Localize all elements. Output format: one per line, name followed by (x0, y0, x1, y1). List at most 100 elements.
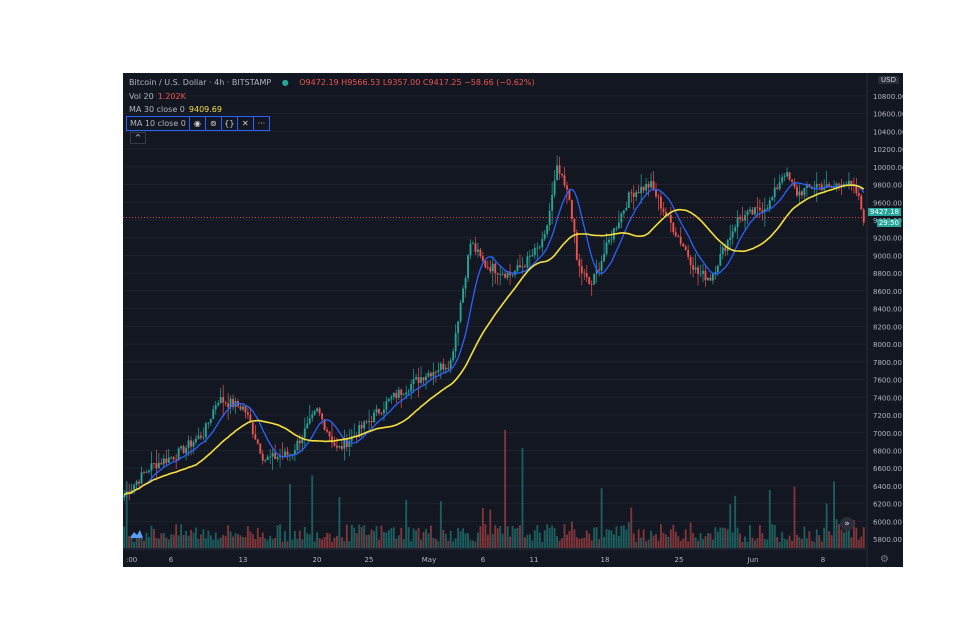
volume-bar (274, 537, 277, 548)
volume-bar (128, 536, 131, 548)
candle-body (583, 272, 586, 274)
candle-body (595, 269, 598, 274)
candle-body (177, 448, 180, 460)
candle-body (464, 278, 467, 289)
scroll-right-icon[interactable]: » (840, 517, 854, 531)
volume-bar (449, 530, 452, 548)
tradingview-logo[interactable] (129, 528, 144, 540)
volume-bar (729, 504, 732, 548)
candle-body (558, 165, 561, 174)
candle-body (791, 179, 793, 182)
currency-badge[interactable]: USD (878, 76, 899, 84)
volume-bar (575, 537, 578, 548)
volume-bar (620, 525, 623, 548)
ma30-line (123, 184, 865, 496)
eye-icon[interactable]: ◉ (188, 117, 205, 130)
code-icon[interactable]: {} (220, 117, 237, 130)
volume-bar (499, 526, 502, 548)
volume-bar (222, 534, 225, 548)
candle-body (150, 463, 153, 471)
candle-body (862, 209, 865, 223)
candle-body (845, 184, 848, 185)
volume-bar (185, 530, 188, 548)
candle-body (815, 184, 818, 188)
price-chart[interactable]: 10800.00 10600.00 10400.00 10200.00 10000.00… (123, 73, 903, 567)
close-icon[interactable]: ✕ (236, 117, 253, 130)
candle-body (199, 435, 202, 438)
candle-body (170, 457, 173, 458)
x-tick-label: May (422, 556, 436, 564)
volume-bar (749, 524, 751, 548)
x-tick-label: 8 (821, 556, 825, 564)
candle-body (570, 199, 573, 219)
candle-body (219, 397, 222, 403)
candle-body (541, 239, 544, 248)
candle-body (536, 247, 539, 249)
volume-bar (845, 527, 848, 548)
candle-body (664, 211, 667, 216)
candle-body (311, 414, 314, 419)
candle-body (197, 435, 200, 439)
candle-body (442, 363, 445, 370)
volume-bar (157, 538, 160, 548)
x-tick-label: Jun (747, 556, 759, 564)
volume-bar (284, 531, 286, 548)
candle-body (699, 273, 702, 275)
volume-bar (140, 536, 143, 548)
candle-body (145, 472, 148, 473)
more-icon[interactable]: ··· (252, 117, 269, 130)
volume-bar (138, 532, 141, 548)
volume-bar (800, 539, 803, 548)
candle-body (264, 460, 267, 461)
candle-body (138, 481, 141, 484)
gear-icon[interactable]: ⚙ (880, 554, 889, 565)
volume-bar (815, 529, 818, 548)
volume-bar (420, 539, 422, 548)
volume-bar (491, 533, 494, 548)
volume-bar (462, 528, 465, 548)
volume-bar (326, 532, 328, 548)
volume-bar (514, 528, 516, 548)
candle-body (763, 209, 766, 213)
candle-body (860, 195, 863, 210)
volume-bar (664, 534, 667, 548)
volume-bar (484, 524, 487, 548)
volume-bar (697, 540, 699, 548)
volume-bar (526, 534, 529, 548)
settings-icon[interactable]: ⊚ (204, 117, 221, 130)
volume-bar (454, 538, 457, 548)
volume-bar (667, 536, 670, 548)
volume-bar (627, 522, 630, 548)
candle-body (590, 284, 593, 285)
volume-bar (857, 539, 860, 548)
volume-bar (669, 529, 672, 548)
y-tick-label: 9600.00 (873, 199, 902, 207)
volume-bar (813, 541, 816, 548)
volume-bar (741, 541, 744, 548)
candle-body (605, 242, 608, 254)
candle-body (175, 459, 178, 461)
volume-bar (464, 533, 467, 548)
volume-bar (447, 540, 450, 548)
volume-bar (246, 526, 249, 548)
volume-bar (642, 529, 645, 548)
candle-body (684, 246, 687, 251)
chevron-up-icon[interactable]: ^ (130, 132, 146, 144)
candle-body (491, 263, 494, 272)
candle-body (519, 265, 521, 268)
volume-bar (123, 526, 126, 548)
candle-body (336, 445, 338, 448)
volume-bar (699, 532, 702, 548)
candle-body (781, 177, 784, 183)
ma10-legend[interactable]: MA 10 close 0 ◉ ⊚ {} ✕ ··· (126, 116, 270, 131)
volume-bar (422, 531, 425, 548)
volume-bar (232, 536, 234, 548)
volume-bar (467, 533, 469, 548)
volume-bar (197, 539, 200, 548)
chart-panel[interactable]: 10800.00 10600.00 10400.00 10200.00 10000.00… (123, 73, 903, 567)
candle-body (162, 458, 165, 465)
candle-body (652, 181, 655, 190)
candle-body (548, 210, 551, 226)
volume-bar (704, 536, 707, 548)
volume-bar (561, 538, 563, 548)
